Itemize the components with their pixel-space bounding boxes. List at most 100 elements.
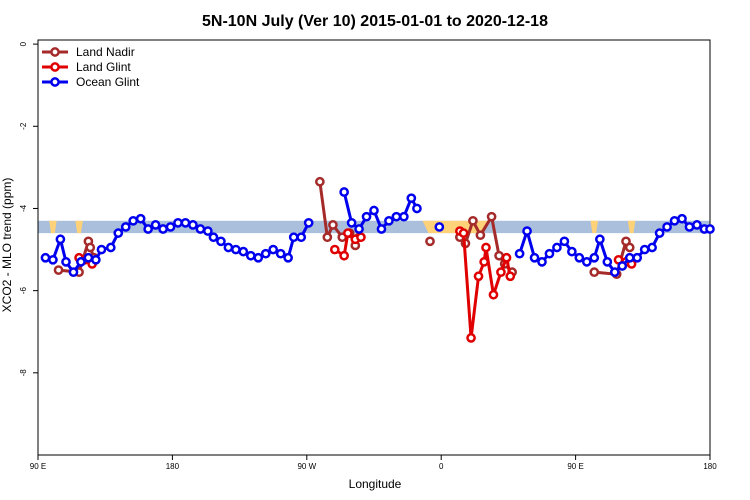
x-tick-label-3: 0 [439,462,444,471]
data-point-ocean-glint-1-4 [369,205,379,216]
data-point-ocean-glint-0-29 [253,252,264,263]
data-point-ocean-glint-3-14 [617,261,628,271]
x-tick-label-5: 180 [703,462,717,471]
data-point-ocean-glint-3-13 [609,267,620,278]
data-point-land-glint-1-1 [339,250,349,261]
data-point-ocean-glint-1-9 [406,193,417,204]
data-point-land-glint-2-4 [479,257,489,267]
data-point-ocean-glint-0-16 [158,224,168,234]
data-point-ocean-glint-0-7 [91,254,101,265]
data-point-ocean-glint-0-24 [216,236,226,247]
data-point-ocean-glint-0-14 [143,224,153,234]
legend-label-ocean-glint: Ocean Glint [76,75,140,89]
data-point-ocean-glint-0-27 [238,246,249,257]
legend-label-land-nadir: Land Nadir [76,45,135,59]
data-point-land-glint-2-1 [458,228,469,238]
data-point-ocean-glint-0-35 [296,232,307,243]
data-point-ocean-glint-1-3 [361,211,372,222]
data-point-ocean-glint-3-22 [677,213,687,224]
data-point-ocean-glint-0-8 [96,244,107,255]
data-point-land-nadir-4-0 [589,267,600,278]
legend-marker-ocean-glint [50,77,60,87]
data-point-ocean-glint-3-2 [529,252,540,263]
data-point-ocean-glint-0-33 [283,252,293,263]
highlight-region-3 [590,220,598,234]
data-point-ocean-glint-0-2 [55,234,66,245]
data-point-ocean-glint-3-1 [522,226,532,236]
x-axis-label: Longitude [349,477,402,491]
x-tick-label-2: 90 W [297,462,316,471]
legend-label-land-glint: Land Glint [76,60,131,74]
data-point-ocean-glint-3-7 [567,246,577,257]
data-point-ocean-glint-0-12 [128,215,139,226]
y-tick-label-3: -6 [19,287,28,295]
data-point-ocean-glint-3-18 [647,242,657,253]
data-point-ocean-glint-3-0 [514,248,525,259]
legend-marker-land-nadir [50,47,60,57]
data-point-land-nadir-1-1 [322,232,333,243]
data-point-ocean-glint-1-5 [376,224,387,234]
data-point-land-glint-2-3 [473,271,484,282]
data-point-land-nadir-2-0 [425,236,435,247]
data-point-ocean-glint-0-19 [180,217,191,228]
data-point-ocean-glint-0-23 [208,232,219,243]
data-point-ocean-glint-0-11 [120,222,131,232]
data-point-ocean-glint-3-11 [595,234,605,245]
data-point-ocean-glint-3-6 [559,236,570,247]
data-point-ocean-glint-1-0 [339,187,349,197]
data-point-land-glint-1-0 [329,244,340,255]
data-point-ocean-glint-0-18 [173,217,183,228]
data-point-land-glint-2-8 [501,252,512,263]
data-point-ocean-glint-1-2 [354,224,364,234]
highlight-region-1 [75,220,83,234]
y-tick-label-4: -8 [19,369,28,377]
data-point-land-nadir-4-3 [624,242,635,253]
x-tick-label-0: 90 E [30,462,46,471]
data-point-land-nadir-3-2 [468,215,478,226]
highlight-region-0 [49,220,57,234]
data-point-land-nadir-1-0 [315,176,325,187]
data-point-ocean-glint-3-16 [632,252,643,263]
data-point-ocean-glint-3-4 [544,248,555,259]
data-point-ocean-glint-0-15 [150,220,161,230]
data-point-ocean-glint-2-0 [434,222,445,232]
data-point-land-glint-2-9 [505,271,516,282]
series-land-glint [74,226,637,343]
data-point-ocean-glint-3-9 [581,257,592,267]
chart-title: 5N-10N July (Ver 10) 2015-01-01 to 2020-… [202,13,548,30]
data-point-ocean-glint-0-1 [48,254,58,265]
data-point-ocean-glint-0-30 [260,248,271,259]
data-point-ocean-glint-0-4 [68,267,79,278]
data-point-ocean-glint-0-3 [61,257,71,267]
x-tick-label-1: 180 [166,462,180,471]
data-point-land-nadir-3-4 [486,211,497,222]
data-point-land-glint-2-2 [466,333,476,343]
data-point-ocean-glint-3-10 [589,252,600,263]
data-point-ocean-glint-0-20 [188,220,198,230]
data-point-ocean-glint-1-1 [346,217,357,228]
series-line-land-glint-2 [459,229,512,340]
data-point-land-glint-1-2 [343,228,353,238]
data-point-ocean-glint-3-3 [537,257,547,267]
data-point-ocean-glint-3-17 [639,244,650,255]
data-point-ocean-glint-1-10 [412,203,422,214]
data-point-ocean-glint-0-0 [40,252,51,263]
data-point-ocean-glint-0-6 [83,252,94,263]
data-point-land-glint-2-7 [496,267,506,278]
data-point-land-nadir-3-5 [494,250,504,261]
data-point-ocean-glint-1-8 [399,211,409,222]
data-point-ocean-glint-0-28 [245,250,256,261]
y-tick-label-1: -2 [19,122,28,130]
data-point-ocean-glint-0-9 [105,242,116,253]
data-point-ocean-glint-0-34 [288,232,299,243]
plot-frame [37,39,711,456]
data-point-land-glint-2-5 [481,242,491,253]
series-ocean-glint [40,187,715,278]
data-point-ocean-glint-3-19 [654,228,665,238]
legend-marker-land-glint [50,62,60,72]
data-point-land-nadir-3-3 [475,230,486,241]
data-point-ocean-glint-3-15 [624,252,635,263]
data-point-ocean-glint-0-13 [135,213,146,224]
